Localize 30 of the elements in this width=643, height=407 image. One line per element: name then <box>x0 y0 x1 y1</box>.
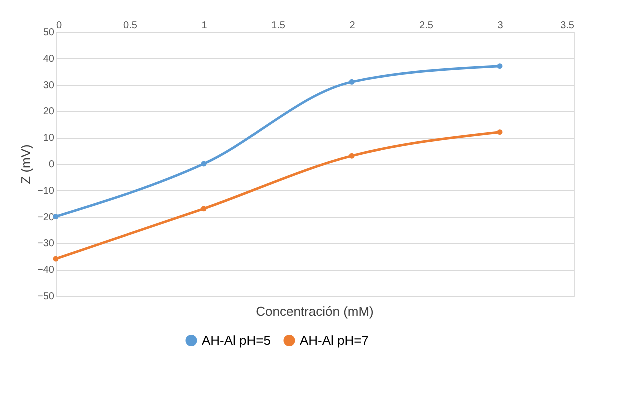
y-tick-label: 10 <box>43 133 55 144</box>
y-tick-label: −40 <box>38 265 55 276</box>
y-tick-label: −10 <box>38 186 55 197</box>
x-tick-label: 1.5 <box>272 20 286 32</box>
legend-label: AH-Al pH=7 <box>300 332 369 348</box>
y-tick-label: −20 <box>38 212 55 224</box>
y-tick-label: 20 <box>43 106 55 118</box>
y-tick-label: 0 <box>48 160 55 170</box>
x-axis-title: Concentración (mM) <box>256 304 374 319</box>
point <box>349 153 355 159</box>
x-tick-label: 0.5 <box>124 20 138 32</box>
x-tick-label: 2 <box>350 20 356 32</box>
y-tick-label: 40 <box>43 54 55 65</box>
legend-label: AH-Al pH=5 <box>202 332 271 348</box>
x-tick-label: 1 <box>202 20 208 32</box>
x-tick-label: 3.5 <box>560 20 575 32</box>
y-tick-label: 50 <box>43 28 55 38</box>
point <box>497 64 503 70</box>
y-tick-label: 30 <box>43 80 55 92</box>
y-tick-label: −30 <box>38 238 55 250</box>
y-axis-title: Z (mV) <box>18 144 34 184</box>
y-tick-label: −50 <box>38 292 55 302</box>
point <box>201 161 207 167</box>
point <box>349 79 355 85</box>
x-tick-label: 2.5 <box>420 20 434 32</box>
point <box>53 256 59 262</box>
x-tick-label: 3 <box>498 20 504 32</box>
point <box>201 206 207 212</box>
point <box>497 130 503 136</box>
x-tick-label: 0 <box>56 20 62 32</box>
